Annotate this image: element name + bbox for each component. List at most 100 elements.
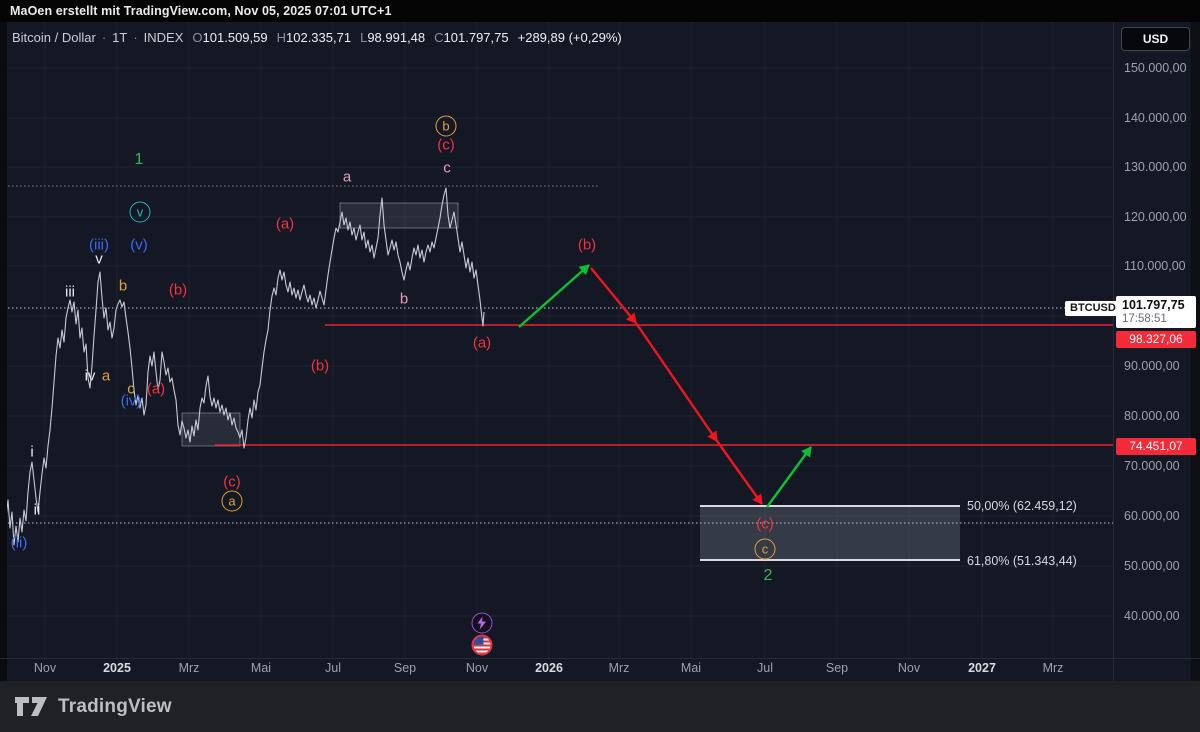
wave-label-c-circled[interactable]: c <box>754 538 776 560</box>
wave-label-a[interactable]: a <box>342 168 352 186</box>
wave-label-v[interactable]: v <box>95 250 103 268</box>
price-axis-label: 130.000,00 <box>1124 160 1187 174</box>
grid-lines <box>0 22 1113 658</box>
us-flag-icon <box>473 636 484 645</box>
attribution-bar: MaOen erstellt mit TradingView.com, Nov … <box>0 0 1200 22</box>
wave-label-c[interactable]: c <box>443 159 451 177</box>
price-axis-label: 40.000,00 <box>1124 609 1180 623</box>
time-axis-label: Nov <box>897 661 921 675</box>
wave-label-a-circled[interactable]: a <box>221 490 243 512</box>
wave-label-iii[interactable]: iii <box>65 283 75 301</box>
time-axis-label: Mrz <box>608 661 630 675</box>
time-axis-label: Jul <box>757 661 773 675</box>
symbol-interval[interactable]: 1T <box>112 30 128 45</box>
wave-label-ii[interactable]: (ii) <box>10 534 28 552</box>
chart-right-margin <box>1191 22 1200 681</box>
ohlc-high-key: H <box>276 30 286 45</box>
forecast-arrows[interactable] <box>518 264 812 508</box>
price-axis-label: 70.000,00 <box>1124 459 1180 473</box>
wave-label-b[interactable]: b <box>118 277 128 295</box>
time-axis-label: Sep <box>825 661 849 675</box>
price-axis-label: 120.000,00 <box>1124 210 1187 224</box>
price-axis-label: 150.000,00 <box>1124 61 1187 75</box>
time-axis-label: 2027 <box>968 661 996 675</box>
symbol-title[interactable]: Bitcoin / Dollar <box>12 30 96 45</box>
price-axis-label: 90.000,00 <box>1124 359 1180 373</box>
wave-label-b[interactable]: (b) <box>168 281 188 299</box>
ohlc-close-key: C <box>434 30 444 45</box>
wave-label-iv[interactable]: iv <box>84 367 96 385</box>
attribution-text: MaOen erstellt mit TradingView.com, Nov … <box>10 4 392 18</box>
current-price-value: 101.797,75 <box>1122 298 1185 312</box>
dotted-level-lines <box>0 185 1113 524</box>
wave-label-1[interactable]: 1 <box>134 151 144 168</box>
wave-label-c[interactable]: c <box>127 380 135 398</box>
time-axis-label: Sep <box>393 661 417 675</box>
legend-separator: · <box>101 30 107 45</box>
wave-label-v-circled[interactable]: v <box>129 201 151 223</box>
ohlc-open-key: O <box>192 30 203 45</box>
time-axis-label: Nov <box>33 661 57 675</box>
currency-toggle-button[interactable]: USD <box>1121 27 1190 51</box>
footer-bar: TradingView <box>0 681 1200 732</box>
wave-label-b[interactable]: (b) <box>577 236 597 254</box>
wave-label-2[interactable]: 2 <box>763 567 773 584</box>
wave-label-iv[interactable]: (iv) <box>120 392 142 410</box>
wave-label-b[interactable]: b <box>399 290 409 308</box>
level-tag-74451: 74.451,07 <box>1116 438 1196 455</box>
wave-label-c[interactable]: (c) <box>437 136 455 154</box>
time-axis-label: 2025 <box>103 661 131 675</box>
time-axis-label: Mrz <box>178 661 200 675</box>
wave-label-ii[interactable]: ii <box>33 501 41 519</box>
time-axis-label: Mai <box>250 661 272 675</box>
price-change: +289,89 (+0,29%) <box>517 30 622 45</box>
time-axis-label: Jul <box>325 661 341 675</box>
time-axis-label: 2026 <box>535 661 563 675</box>
time-axis-label: Mrz <box>1042 661 1064 675</box>
bar-countdown: 17:58:51 <box>1122 313 1167 325</box>
price-axis-border <box>1113 22 1114 681</box>
wave-label-c[interactable]: (c) <box>223 473 241 491</box>
ohlc-low-value: 98.991,48 <box>367 30 426 45</box>
wave-label-a[interactable]: (a) <box>472 334 492 352</box>
ohlc-high-value: 102.335,71 <box>286 30 352 45</box>
price-axis-label: 50.000,00 <box>1124 559 1180 573</box>
fib-retracement-zone[interactable] <box>700 505 960 561</box>
chart-left-margin <box>0 22 7 681</box>
wave-label-b[interactable]: (b) <box>310 357 330 375</box>
tradingview-logo-icon <box>15 697 47 716</box>
time-axis-label: Mai <box>680 661 702 675</box>
symbol-source: INDEX <box>143 30 184 45</box>
ohlc-open-value: 101.509,59 <box>202 30 268 45</box>
symbol-legend[interactable]: Bitcoin / Dollar · 1T · INDEX O101.509,59 H102… <box>12 30 622 45</box>
time-axis-border <box>0 658 1200 659</box>
wave-label-a[interactable]: (a) <box>275 215 295 233</box>
current-price-axis-box: 101.797,75 17:58:51 <box>1116 296 1196 328</box>
wave-label-a[interactable]: a <box>101 367 111 385</box>
tradingview-logo[interactable]: TradingView <box>13 693 172 720</box>
legend-separator: · <box>133 30 138 45</box>
red-support-lines[interactable] <box>215 324 1113 446</box>
tradingview-logo-text: TradingView <box>58 695 172 717</box>
ohlc-low-key: L <box>360 30 368 45</box>
us-economic-event-icon[interactable] <box>471 634 493 656</box>
wave-label-c[interactable]: (c) <box>756 515 774 533</box>
wave-label-iii[interactable]: (iii) <box>89 236 109 254</box>
symbol-price-line-tag: BTCUSD <box>1065 301 1121 316</box>
price-axis-label: 80.000,00 <box>1124 409 1180 423</box>
range-box-drawings[interactable] <box>181 202 459 447</box>
economic-event-icon[interactable] <box>471 612 493 634</box>
price-axis-label: 140.000,00 <box>1124 111 1187 125</box>
fib-label-50: 50,00% (62.459,12) <box>967 499 1077 513</box>
ohlc-close-value: 101.797,75 <box>443 30 509 45</box>
wave-label-a[interactable]: (a) <box>146 380 166 398</box>
level-tag-98327: 98.327,06 <box>1116 331 1196 348</box>
price-series-line <box>3 187 485 546</box>
price-axis-label: 60.000,00 <box>1124 509 1180 523</box>
wave-label-v[interactable]: (v) <box>130 236 148 254</box>
wave-label-b-circled[interactable]: b <box>435 115 457 137</box>
lightning-icon <box>477 616 487 630</box>
wave-label-i[interactable]: i <box>30 443 34 461</box>
